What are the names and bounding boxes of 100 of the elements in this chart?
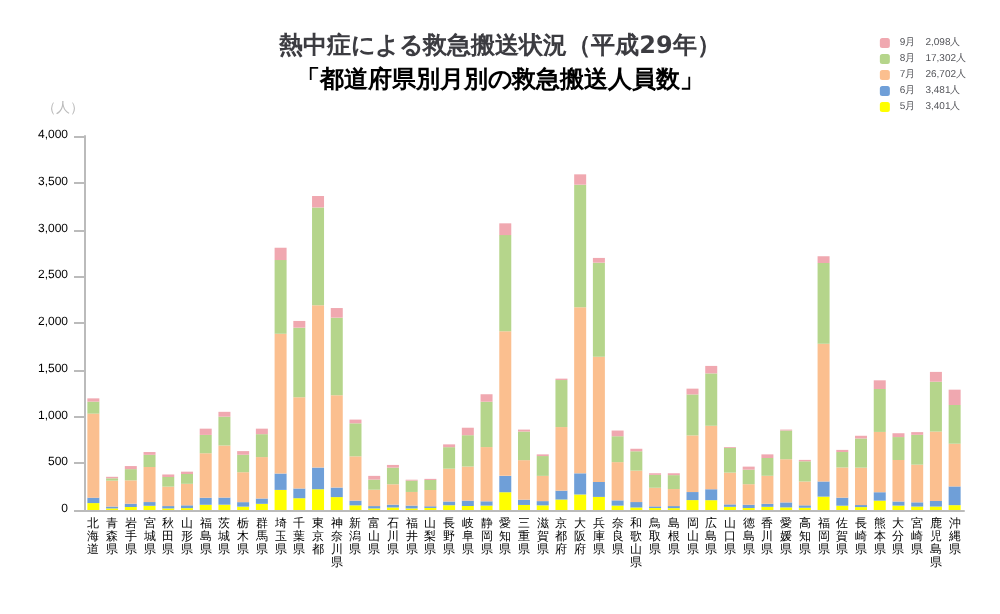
bar	[855, 467, 868, 506]
bar	[443, 447, 456, 469]
bar	[199, 497, 212, 505]
bar	[199, 453, 212, 498]
bar	[180, 483, 193, 506]
bar	[518, 504, 530, 510]
bar	[180, 474, 193, 484]
bar	[836, 467, 849, 498]
bar	[162, 486, 175, 507]
bar	[667, 475, 680, 490]
bar	[761, 458, 774, 476]
bar	[592, 262, 605, 357]
bar	[480, 447, 493, 502]
bar	[143, 454, 156, 467]
bar	[293, 488, 306, 499]
bar	[742, 484, 755, 505]
bar	[368, 489, 381, 507]
bar	[461, 466, 474, 501]
bar	[892, 437, 905, 460]
bar	[274, 260, 287, 334]
bar	[274, 489, 287, 510]
bar	[349, 423, 362, 457]
bar	[499, 475, 512, 493]
bar	[686, 394, 699, 436]
bar	[218, 504, 231, 510]
bar	[349, 456, 362, 501]
bar	[330, 317, 343, 396]
bar	[518, 431, 530, 461]
bar	[742, 469, 755, 485]
bar	[630, 502, 643, 508]
bar	[911, 464, 924, 503]
bar	[237, 472, 250, 503]
bar	[199, 428, 212, 435]
bar	[218, 416, 231, 446]
bar	[705, 373, 718, 426]
bar	[87, 413, 100, 498]
bar	[630, 470, 643, 503]
bar	[723, 472, 736, 505]
bar	[649, 487, 662, 507]
bar	[948, 389, 961, 405]
bar	[461, 435, 474, 467]
bar	[124, 480, 137, 504]
chart-subtitle: 「都道府県別月別の救急搬送人員数」	[296, 65, 704, 93]
bar	[330, 497, 343, 510]
bar	[143, 466, 156, 503]
bar	[162, 476, 175, 487]
bar	[536, 456, 549, 476]
bar	[873, 431, 886, 493]
bar	[929, 500, 942, 507]
bar	[592, 257, 605, 263]
bar	[480, 394, 493, 402]
bar	[218, 445, 231, 498]
bar	[312, 196, 325, 208]
bar	[518, 499, 530, 505]
bar	[798, 481, 811, 506]
bar	[405, 480, 418, 492]
bar	[892, 459, 905, 502]
bar	[405, 491, 418, 506]
bar	[199, 504, 212, 510]
bar	[873, 389, 886, 432]
bar	[87, 497, 100, 504]
bar	[555, 499, 568, 510]
bar	[386, 484, 399, 505]
bar	[686, 435, 699, 493]
bar	[499, 331, 512, 476]
bar	[574, 174, 587, 185]
bar	[461, 500, 474, 506]
bar	[761, 475, 774, 504]
bar	[480, 401, 493, 448]
bar	[686, 492, 699, 501]
bar	[780, 459, 793, 503]
bar	[87, 401, 100, 414]
bar	[106, 480, 119, 507]
bar	[255, 498, 268, 504]
bar	[948, 443, 961, 487]
bar	[873, 492, 886, 501]
bar	[312, 207, 325, 306]
chart-title: 熱中症による救急搬送状況（平成29年）	[277, 31, 721, 59]
bar	[255, 434, 268, 458]
bar	[274, 473, 287, 490]
bar	[873, 500, 886, 510]
bar	[312, 305, 325, 468]
bar	[611, 500, 624, 506]
bar	[293, 327, 306, 398]
bar	[499, 492, 512, 510]
bar	[312, 467, 325, 490]
bar	[87, 503, 100, 510]
bar	[424, 489, 437, 507]
bar	[574, 494, 587, 510]
bar	[592, 481, 605, 497]
bar	[124, 469, 137, 481]
bar	[929, 381, 942, 432]
bar	[630, 451, 643, 471]
bar	[836, 452, 849, 468]
bar	[255, 428, 268, 435]
bar	[461, 427, 474, 436]
bar	[929, 431, 942, 501]
bar	[274, 333, 287, 474]
bar	[255, 503, 268, 510]
bar	[817, 343, 830, 482]
